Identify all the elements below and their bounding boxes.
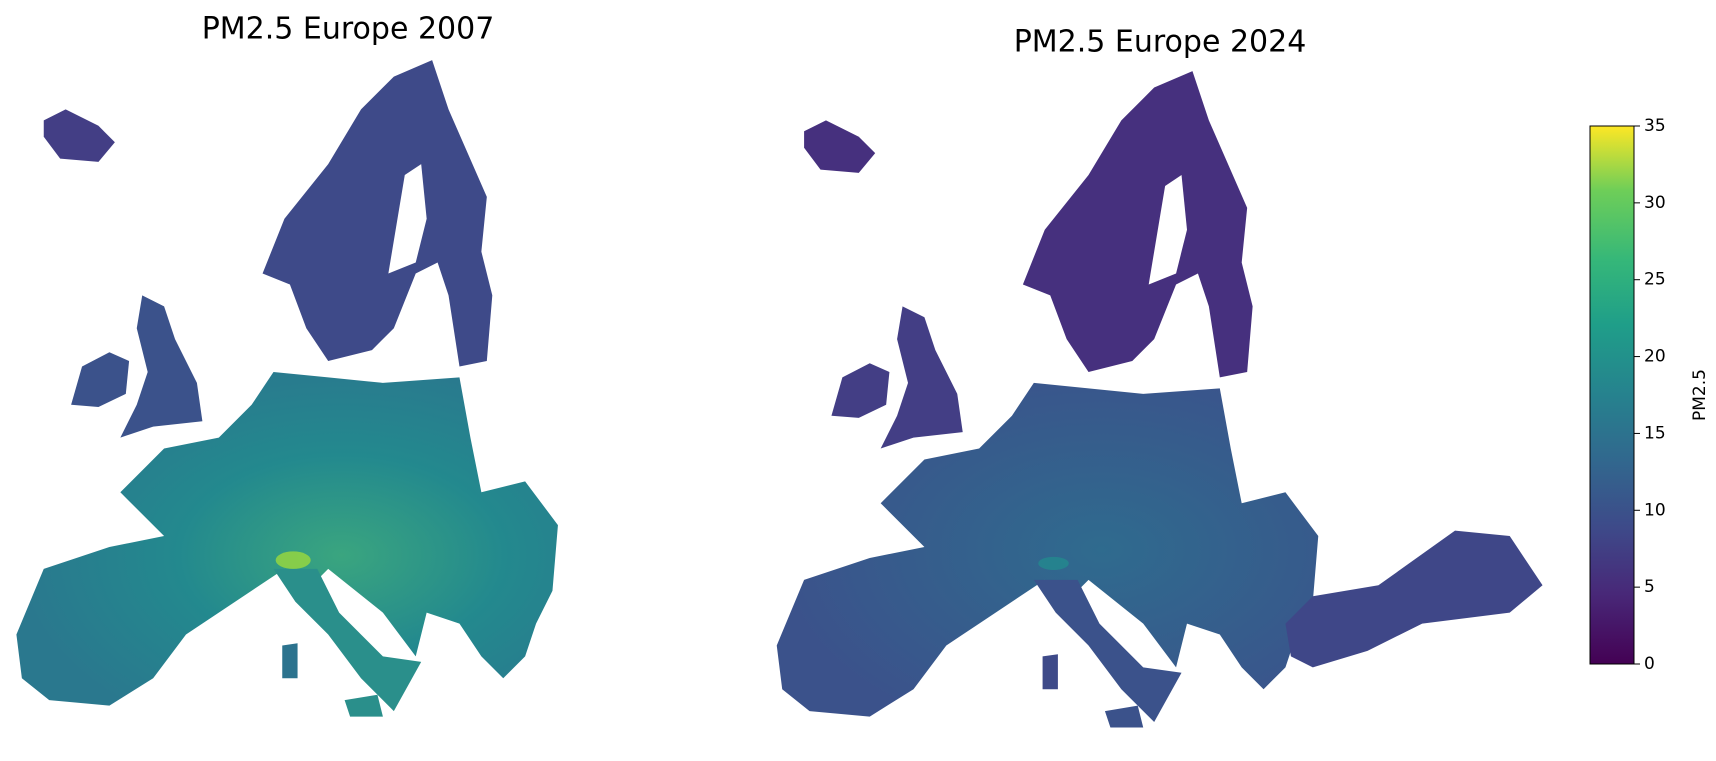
map-2007 [16, 60, 558, 717]
britain [880, 306, 963, 449]
tick-label: 35 [1644, 116, 1666, 136]
tick-label: 0 [1644, 654, 1655, 674]
tick-label: 25 [1644, 270, 1666, 290]
mainland [776, 382, 1319, 717]
tick-label: 10 [1644, 500, 1666, 520]
italy [273, 568, 422, 712]
mainland [16, 371, 558, 706]
iceland [43, 109, 115, 162]
ireland [831, 363, 890, 418]
tick-label: 5 [1644, 577, 1655, 597]
map-2024 [776, 71, 1543, 728]
italy [1033, 579, 1182, 723]
scandinavia [262, 60, 493, 367]
sicily [1104, 705, 1144, 728]
gulf [388, 164, 427, 274]
colorbar [1589, 125, 1635, 665]
sicily [344, 694, 383, 717]
tick-label: 20 [1644, 347, 1666, 367]
tick-label: 15 [1644, 423, 1666, 443]
britain [120, 295, 203, 438]
map-title: PM2.5 Europe 2024 [1014, 25, 1307, 60]
colorbar-label: PM2.5 [1690, 369, 1710, 421]
gulf [1148, 175, 1187, 285]
scandinavia [1022, 71, 1253, 378]
map-title: PM2.5 Europe 2007 [202, 12, 495, 47]
ireland [71, 352, 130, 407]
iceland [804, 120, 876, 173]
sardinia [282, 643, 298, 679]
sardinia [1042, 654, 1058, 690]
hotspot [275, 551, 311, 569]
hotspot [1038, 556, 1069, 570]
turkey [1285, 530, 1543, 668]
tick-label: 30 [1644, 193, 1666, 213]
